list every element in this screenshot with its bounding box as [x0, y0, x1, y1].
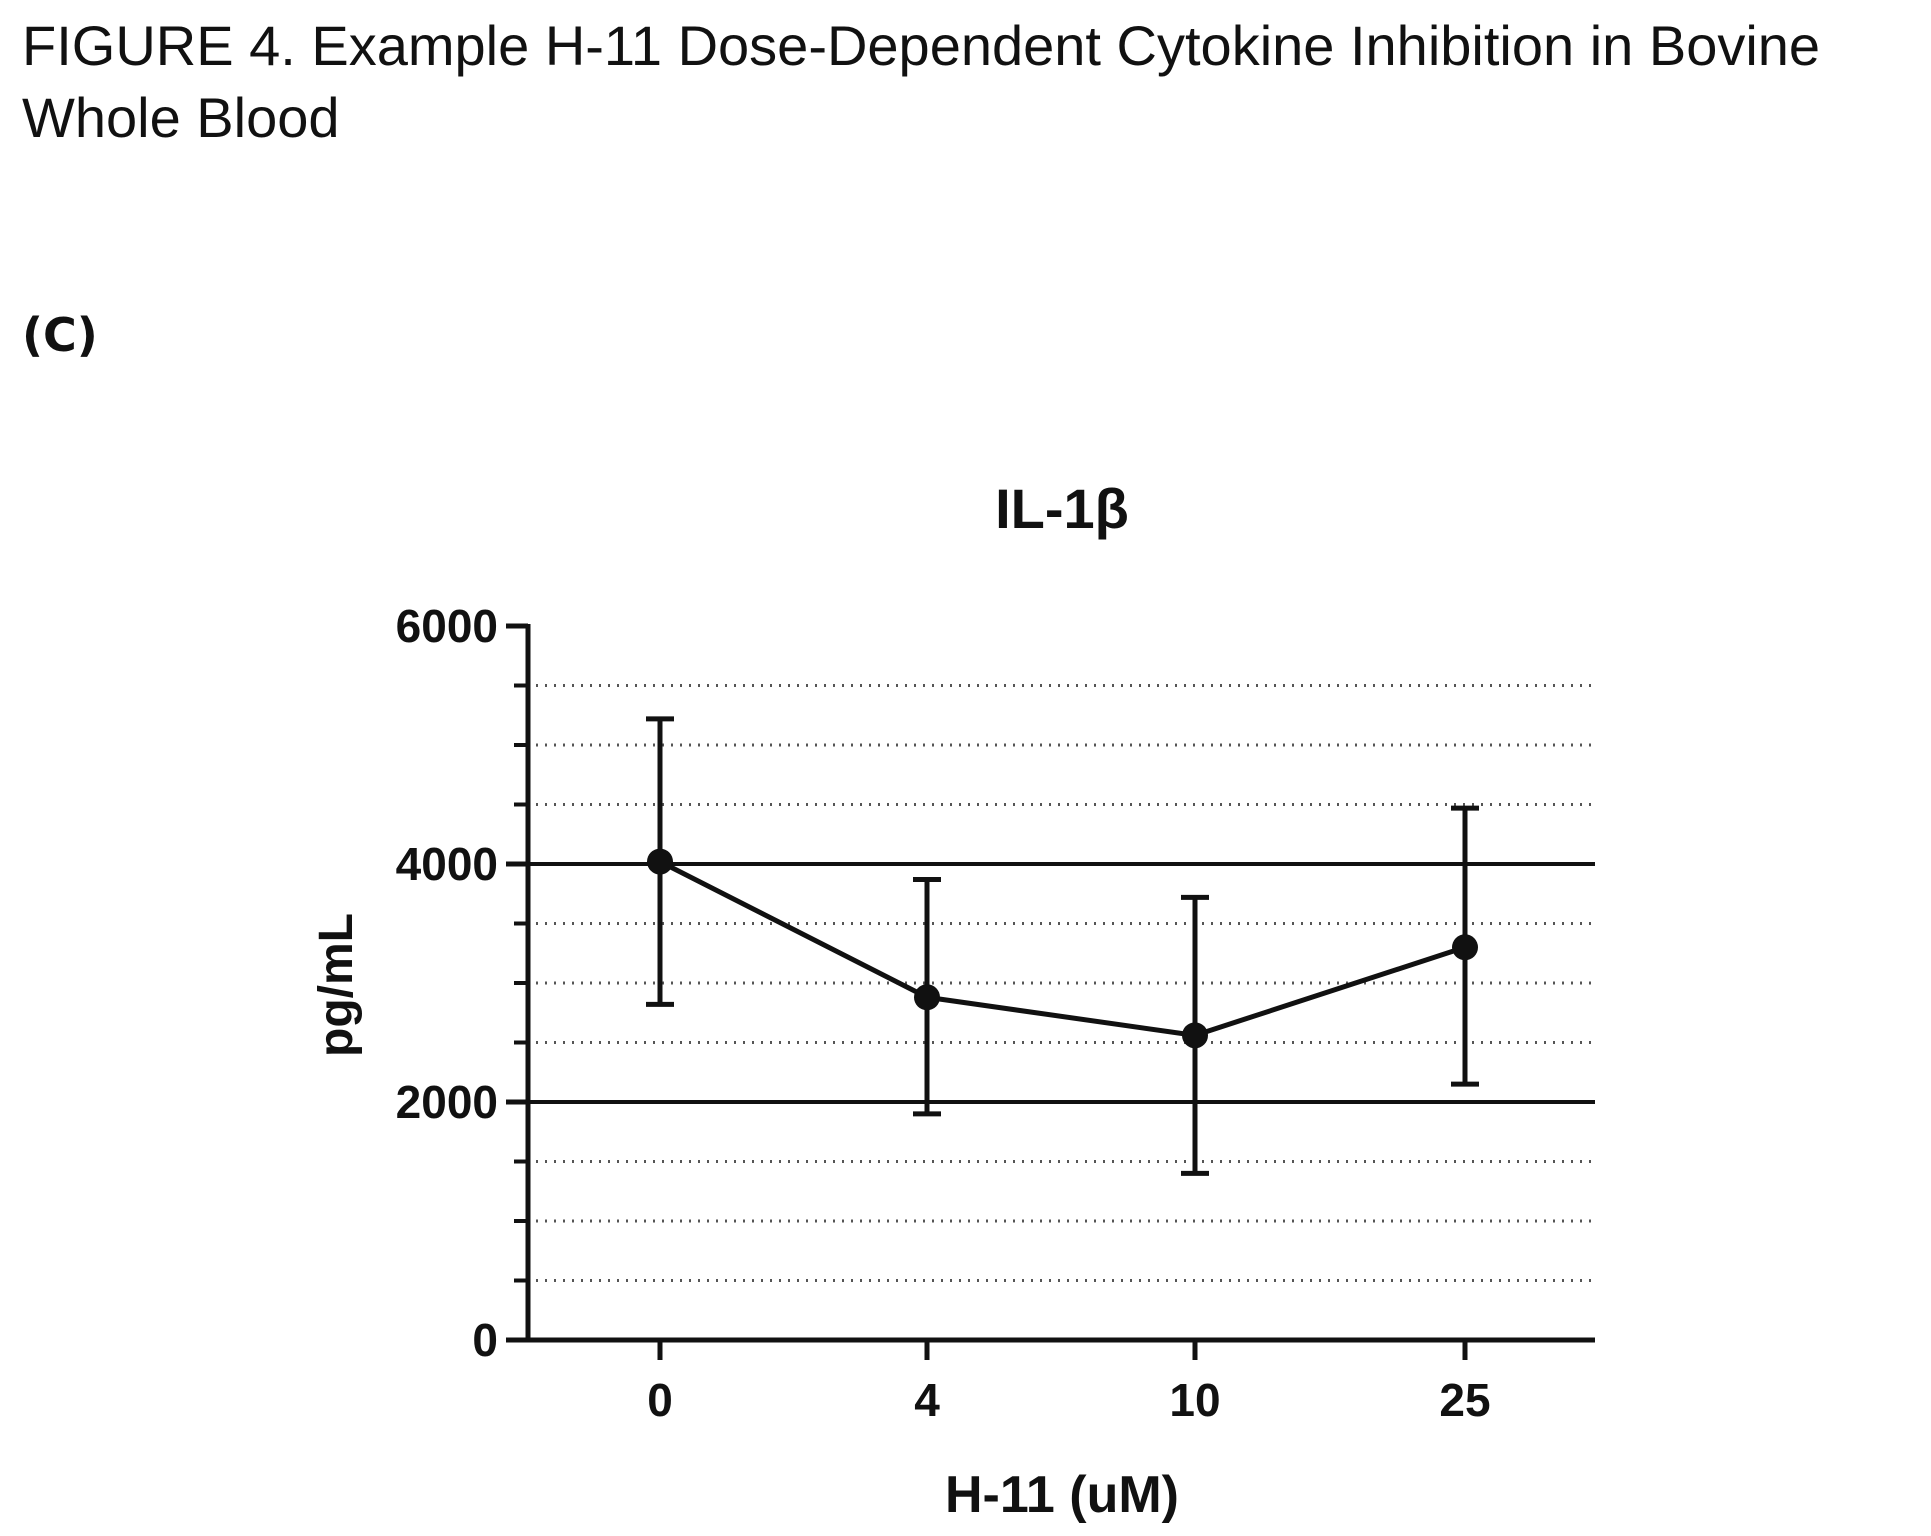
y-axis-label: pg/mL: [310, 913, 363, 1057]
series-layer: [646, 716, 1479, 1176]
figure-caption: FIGURE 4. Example H-11 Dose-Dependent Cy…: [22, 10, 1912, 154]
figure-caption-line-2: Whole Blood: [22, 86, 340, 149]
y-tick-label: 6000: [396, 600, 498, 652]
grid-layer: [528, 684, 1595, 1282]
series-line: [658, 859, 1466, 1038]
data-point: [1182, 1022, 1208, 1049]
x-axis-label: H-11 (uM): [945, 1466, 1179, 1524]
panel-label: (C): [22, 308, 98, 362]
figure-caption-line-1: FIGURE 4. Example H-11 Dose-Dependent Cy…: [22, 14, 1821, 77]
x-tick-label: 0: [647, 1374, 673, 1426]
data-point: [647, 848, 673, 875]
chart-title: IL-1β: [995, 477, 1129, 540]
data-point: [1452, 934, 1478, 961]
x-tick-label: 25: [1439, 1374, 1490, 1426]
x-tick-label: 10: [1169, 1374, 1220, 1426]
y-tick-label: 2000: [396, 1076, 498, 1128]
data-point: [914, 984, 940, 1011]
x-tick-label: 4: [914, 1374, 940, 1426]
y-tick-label: 0: [472, 1314, 498, 1366]
y-tick-label: 4000: [396, 838, 498, 890]
axis-layer: 0 2000 4000 6000 0 4 10 25: [396, 600, 1595, 1426]
